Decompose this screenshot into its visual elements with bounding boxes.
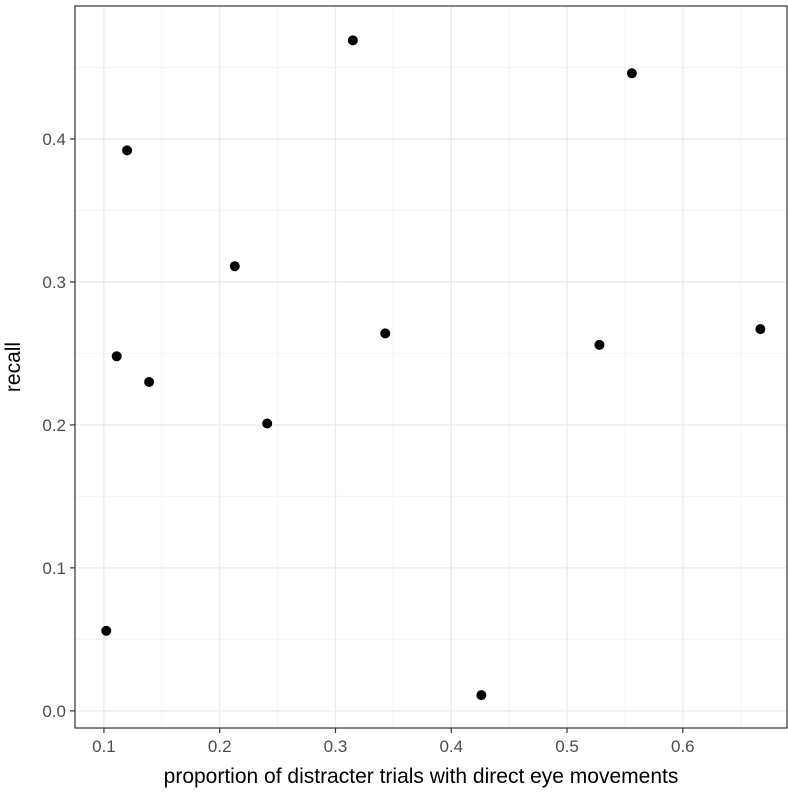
data-point [626,68,637,79]
data-point [347,35,358,46]
x-tick-label: 0.5 [555,737,579,756]
data-point [262,418,273,429]
y-tick-label: 0.3 [42,273,66,292]
x-tick-label: 0.6 [671,737,695,756]
y-tick-label: 0.2 [42,416,66,435]
y-tick-label: 0.1 [42,559,66,578]
data-point [229,261,240,272]
x-tick-label: 0.1 [92,737,116,756]
y-tick-label: 0.4 [42,130,66,149]
minor-gridlines [75,6,787,728]
data-points [101,35,766,701]
data-point [476,690,487,701]
data-point [380,328,391,339]
panel-border [74,5,788,729]
data-point [111,351,122,362]
x-tick-label: 0.2 [208,737,232,756]
y-tick-label: 0.0 [42,702,66,721]
data-point [755,324,766,335]
x-tick-label: 0.3 [324,737,348,756]
y-axis-title: recall [2,342,25,392]
data-point [594,339,605,350]
x-axis: 0.1 0.2 0.3 0.4 0.5 0.6 [92,728,695,756]
data-point [122,145,133,156]
data-point [144,377,155,388]
major-gridlines [75,6,787,728]
x-tick-label: 0.4 [439,737,463,756]
y-axis: 0.0 0.1 0.2 0.3 0.4 [42,130,75,721]
x-axis-title: proportion of distracter trials with dir… [164,765,679,788]
data-point [101,625,112,636]
